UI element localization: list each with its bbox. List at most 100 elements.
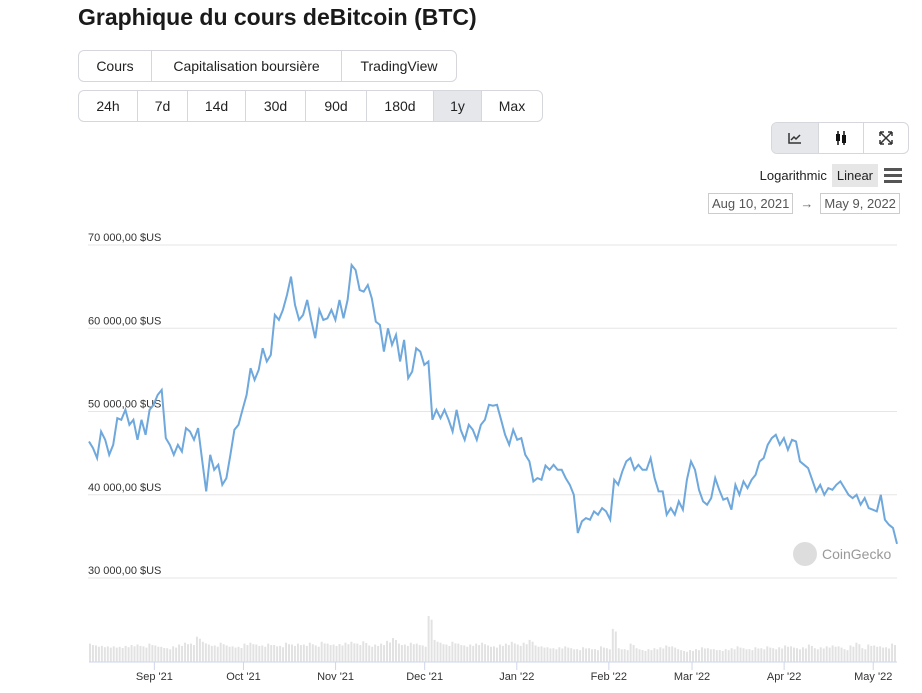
tab-cours[interactable]: Cours [79,51,152,81]
volume-bar [683,650,686,662]
logarithmic-button[interactable]: Logarithmic [759,168,827,183]
volume-bar [261,645,264,662]
volume-bar [525,644,528,662]
volume-bar [564,646,567,662]
range-180d[interactable]: 180d [367,91,434,121]
volume-bar [766,646,769,662]
volume-bar [258,645,261,662]
volume-bar [234,647,237,662]
volume-bar [210,645,213,662]
tab-tradingview[interactable]: TradingView [360,58,438,74]
volume-bar [347,644,350,662]
volume-bar [531,641,534,662]
volume-bar [151,645,154,662]
volume-bar [243,643,246,662]
volume-bar [594,649,596,662]
volume-bar [240,648,243,662]
volume-bar [145,647,148,662]
volume-bar [689,650,692,662]
volume-bar [790,646,793,662]
volume-bar [602,647,605,662]
x-tick-label: Sep '21 [136,671,173,683]
volume-bar [198,638,201,662]
volume-bar [810,645,813,662]
volume-bar [861,648,864,662]
volume-bar [332,644,335,662]
volume-bar [656,649,659,662]
volume-bar [570,648,573,662]
range-30d[interactable]: 30d [246,91,306,121]
y-tick-label: 60 000,00 $US [88,315,161,327]
volume-bar [192,645,195,662]
volume-bar [501,645,504,662]
volume-bar [739,647,742,662]
volume-bar [816,649,819,662]
range-24h[interactable]: 24h [79,91,138,121]
volume-bar [599,646,602,662]
volume-bar [798,649,801,662]
volume-bar [392,638,394,662]
volume-bar [772,648,775,662]
volume-bar [831,645,834,662]
volume-bar [380,643,383,662]
volume-bar [822,648,825,662]
volume-bar [279,645,282,662]
volume-bar [807,644,810,662]
volume-bar [757,648,760,662]
volume-bar [801,647,804,662]
volume-bar [466,646,469,662]
volume-bar [454,643,457,662]
volume-bar [867,644,870,662]
x-tick-label: Feb '22 [591,671,627,683]
volume-bar [677,649,680,662]
volume-bar [567,647,570,662]
volume-bar [573,649,576,662]
range-7d[interactable]: 7d [138,91,188,121]
date-from-input[interactable]: Aug 10, 2021 [708,193,794,214]
volume-bar [448,645,451,662]
volume-bar [775,649,778,662]
volume-bar [576,649,579,662]
range-1y[interactable]: 1y [434,91,482,121]
range-14d[interactable]: 14d [188,91,246,121]
volume-bar [341,645,344,662]
volume-bar [270,645,273,662]
line-chart-button[interactable] [772,123,819,153]
y-tick-label: 30 000,00 $US [88,565,161,577]
tab-market-cap[interactable]: Capitalisation boursière [152,51,342,81]
volume-bar [695,649,697,662]
volume-bar [709,649,712,662]
volume-bar [730,648,733,662]
range-max[interactable]: Max [498,98,526,114]
volume-bar [522,642,525,662]
fullscreen-button[interactable] [864,123,908,153]
volume-bar [885,647,888,662]
volume-bar [282,647,285,662]
hamburger-menu-icon[interactable] [884,165,902,186]
volume-bar [142,646,145,662]
volume-bar [513,643,516,662]
volume-bar [249,642,252,662]
volume-bar [686,651,689,662]
volume-bar [888,648,891,662]
y-tick-label: 70 000,00 $US [88,232,161,244]
volume-bar [700,647,703,662]
linear-button[interactable]: Linear [831,164,878,187]
volume-bar [769,647,772,662]
volume-bar [754,647,757,662]
candlestick-button[interactable] [819,123,864,153]
volume-bar [154,645,157,662]
volume-bar [377,645,380,662]
volume-bar [620,649,623,662]
volume-bar [635,648,638,662]
date-to-input[interactable]: May 9, 2022 [820,193,900,214]
volume-bar [721,650,724,662]
volume-bar [763,649,766,662]
volume-bar [213,645,216,662]
volume-bar [323,643,326,662]
range-90d[interactable]: 90d [306,91,367,121]
volume-bar [819,647,822,662]
volume-bar [91,645,94,662]
volume-bar [317,646,320,662]
